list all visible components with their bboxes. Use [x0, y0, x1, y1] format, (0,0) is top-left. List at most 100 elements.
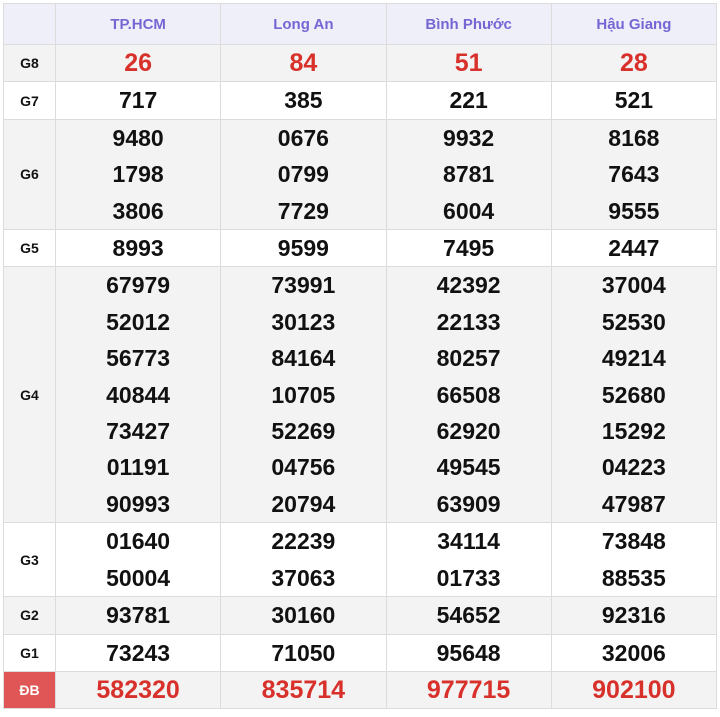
result-cell: 835714: [220, 670, 387, 710]
lottery-results-table: TP.HCM Long An Bình Phước Hậu Giang G8 26…: [3, 3, 718, 710]
result-number: 73427: [106, 418, 171, 445]
header-row: TP.HCM Long An Bình Phước Hậu Giang: [3, 3, 718, 45]
result-number: 49545: [436, 454, 501, 481]
result-cell: 717: [54, 81, 222, 120]
result-number: 51: [454, 49, 483, 77]
result-number: 52530: [601, 308, 666, 335]
prize-label: G8: [3, 43, 56, 83]
result-number: 04756: [271, 454, 336, 481]
result-number: 50004: [106, 564, 171, 591]
result-number: 9480: [112, 124, 164, 151]
result-number: 66508: [436, 381, 501, 408]
result-number: 6004: [443, 197, 495, 224]
result-cell: 9599: [220, 229, 387, 268]
result-number: 30123: [271, 308, 336, 335]
result-number: 37004: [601, 272, 666, 299]
result-number: 0676: [277, 124, 329, 151]
result-number: 37063: [271, 564, 336, 591]
result-number: 01191: [106, 454, 170, 481]
result-number: 73243: [106, 639, 171, 666]
prize-row-g6: G6 9480 1798 3806 0676 0799 7729 9932 8781 6004 81…: [3, 118, 718, 231]
result-number: 221: [449, 87, 488, 114]
result-number: 717: [118, 87, 158, 114]
result-number: 84: [289, 49, 318, 77]
prize-label: G2: [3, 596, 56, 635]
result-cell: 01640 50004: [54, 522, 222, 598]
result-number: 01640: [106, 528, 171, 555]
result-number: 3806: [112, 197, 164, 224]
result-cell: 26: [54, 43, 222, 83]
result-number: 93781: [106, 602, 171, 629]
province-header[interactable]: TP.HCM: [54, 3, 222, 45]
result-number: 9599: [277, 235, 329, 262]
prize-row-g2: G2 93781 30160 54652 92316: [3, 596, 718, 635]
result-cell: 7495: [385, 229, 552, 268]
result-cell: 30160: [220, 596, 387, 635]
result-cell: 54652: [385, 596, 552, 635]
result-number: 835714: [261, 675, 346, 704]
result-cell: 8168 7643 9555: [550, 118, 718, 231]
result-number: 34114: [437, 528, 500, 555]
province-header[interactable]: Bình Phước: [385, 3, 552, 45]
result-cell: 902100: [550, 670, 718, 710]
result-cell: 84: [220, 43, 387, 83]
province-header[interactable]: Hậu Giang: [550, 3, 718, 45]
prize-label: G4: [3, 266, 56, 524]
result-number: 63909: [436, 490, 501, 517]
result-number: 15292: [601, 418, 666, 445]
result-number: 26: [124, 49, 153, 77]
result-number: 84164: [271, 345, 336, 372]
result-number: 20794: [271, 490, 336, 517]
result-number: 22133: [436, 308, 501, 335]
result-cell: 977715: [385, 670, 552, 710]
result-cell: 95648: [385, 633, 552, 672]
result-cell: 73991 30123 84164 10705 52269 04756 20794: [220, 266, 387, 524]
result-number: 7495: [443, 235, 495, 262]
result-number: 88535: [601, 564, 666, 591]
result-number: 32006: [601, 639, 666, 666]
prize-row-g8: G8 26 84 51 28: [3, 43, 718, 83]
result-cell: 9932 8781 6004: [385, 118, 552, 231]
result-number: 01733: [436, 564, 501, 591]
result-number: 902100: [592, 675, 676, 704]
result-number: 8781: [443, 161, 495, 188]
corner-cell: [3, 3, 56, 45]
result-number: 49214: [601, 345, 666, 372]
prize-row-đb: ĐB 582320 835714 977715 902100: [3, 670, 718, 710]
result-number: 56773: [106, 345, 171, 372]
result-number: 8168: [608, 124, 660, 151]
result-cell: 9480 1798 3806: [54, 118, 222, 231]
result-number: 40844: [106, 381, 171, 408]
result-number: 385: [284, 87, 323, 114]
result-number: 92316: [601, 602, 666, 629]
result-cell: 37004 52530 49214 52680 15292 04223 47987: [550, 266, 718, 524]
result-cell: 42392 22133 80257 66508 62920 49545 63909: [385, 266, 552, 524]
prize-row-g3: G3 01640 50004 22239 37063 34114 01733 73848 885…: [3, 522, 718, 598]
result-cell: 73848 88535: [550, 522, 718, 598]
result-number: 04223: [601, 454, 666, 481]
prize-label: G6: [3, 118, 56, 231]
result-number: 52269: [271, 418, 336, 445]
result-cell: 221: [385, 81, 552, 120]
prize-label: ĐB: [3, 670, 56, 710]
prize-row-g7: G7 717 385 221 521: [3, 81, 718, 120]
result-cell: 93781: [54, 596, 222, 635]
result-number: 7729: [277, 197, 329, 224]
result-cell: 8993: [54, 229, 222, 268]
result-cell: 67979 52012 56773 40844 73427 01191 90993: [54, 266, 222, 524]
prize-row-g1: G1 73243 71050 95648 32006: [3, 633, 718, 672]
result-number: 71050: [271, 639, 336, 666]
prize-label: G1: [3, 633, 56, 672]
result-cell: 2447: [550, 229, 718, 268]
result-number: 52012: [106, 308, 171, 335]
result-number: 73991: [271, 272, 336, 299]
result-number: 95648: [436, 639, 501, 666]
result-number: 47987: [601, 490, 666, 517]
result-number: 22239: [271, 528, 336, 555]
result-number: 9932: [443, 124, 495, 151]
result-cell: 22239 37063: [220, 522, 387, 598]
result-number: 2447: [608, 235, 660, 262]
province-header[interactable]: Long An: [220, 3, 387, 45]
result-number: 54652: [436, 602, 501, 629]
result-cell: 73243: [54, 633, 222, 672]
